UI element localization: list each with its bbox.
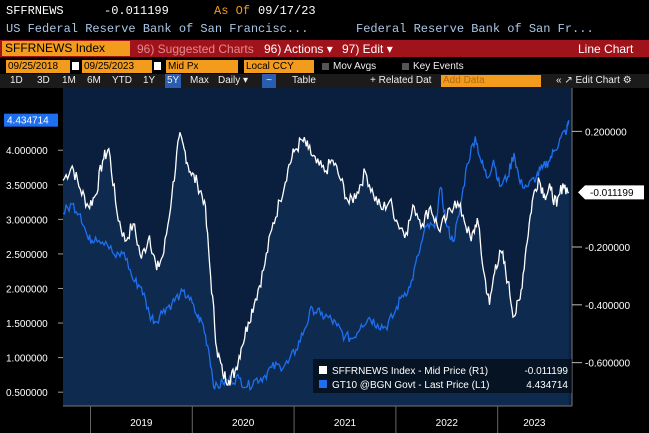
legend-label-gt10: GT10 @BGN Govt - Last Price (L1) — [332, 380, 489, 391]
right-tick-label: 0.200000 — [585, 127, 627, 138]
related-data-button[interactable]: + Related Dat — [370, 75, 432, 86]
edit-chart-button[interactable]: « ↗ Edit Chart ⚙ — [556, 75, 632, 86]
sffrnews-line — [62, 132, 570, 386]
as-of-date: 09/17/23 — [258, 4, 316, 18]
table-button[interactable]: Table — [292, 75, 316, 86]
period-5y[interactable]: 5Y — [165, 74, 182, 88]
calendar-icon[interactable] — [154, 62, 161, 70]
x-tick-label: 2022 — [436, 418, 459, 429]
x-tick-label: 2019 — [130, 418, 153, 429]
sffrnews-last-value: -0.011199 — [590, 188, 634, 199]
legend-value-sffrnews: -0.011199 — [524, 366, 568, 377]
right-tick-label: -0.200000 — [585, 243, 630, 254]
end-date-field[interactable]: 09/25/2023 — [82, 60, 152, 73]
legend-swatch-sffrnews — [319, 366, 327, 374]
currency-select[interactable]: Local CCY — [244, 60, 314, 73]
frequency-select[interactable]: Daily ▾ — [218, 75, 249, 86]
security-field[interactable]: SFFRNEWS Index — [2, 41, 130, 56]
actions-menu[interactable]: 96) Actions ▾ — [264, 42, 333, 56]
right-tick-label: -0.400000 — [585, 301, 630, 312]
gt10-last-tag: 4.434714 — [4, 113, 58, 127]
period-ytd[interactable]: YTD — [112, 75, 132, 86]
x-tick-label: 2020 — [232, 418, 255, 429]
left-tick-label: 1.000000 — [6, 354, 48, 365]
as-of-label: As Of — [214, 4, 251, 18]
left-tick-label: 0.500000 — [6, 388, 48, 399]
key-events-label: Key Events — [413, 61, 464, 72]
period-max[interactable]: Max — [190, 75, 209, 86]
left-tick-label: 2.000000 — [6, 284, 48, 295]
last-value: -0.011199 — [104, 4, 169, 18]
left-tick-label: 1.500000 — [6, 319, 48, 330]
chart-type-label: Line Chart — [578, 42, 634, 56]
sffrnews-last-tag: -0.011199 — [578, 185, 644, 200]
security-description-right: Federal Reserve Bank of San Fr... — [356, 22, 594, 36]
left-tick-label: 3.500000 — [6, 181, 48, 192]
security-description-left: US Federal Reserve Bank of San Francisc.… — [6, 22, 309, 36]
period-1m[interactable]: 1M — [62, 75, 76, 86]
period-1y[interactable]: 1Y — [143, 75, 156, 86]
mov-avgs-checkbox[interactable] — [322, 63, 329, 70]
period-1d[interactable]: 1D — [10, 75, 23, 86]
price-field-select[interactable]: Mid Px — [166, 60, 238, 73]
left-tick-label: 4.000000 — [6, 146, 48, 157]
x-tick-label: 2023 — [523, 418, 546, 429]
description-row: US Federal Reserve Bank of San Francisc.… — [0, 20, 649, 38]
period-3d[interactable]: 3D — [37, 75, 50, 86]
legend: SFFRNEWS Index - Mid Price (R1) -0.01119… — [313, 359, 572, 393]
left-tick-label: 3.000000 — [6, 215, 48, 226]
start-date-field[interactable]: 09/25/2018 — [6, 60, 70, 73]
period-row: 1D 3D 1M 6M YTD 1Y 5Y Max Daily ▾ ~ Tabl… — [0, 74, 649, 88]
key-events-checkbox[interactable] — [402, 63, 409, 70]
line-chart[interactable]: 4.000000 3.500000 3.000000 2.500000 2.000000… — [0, 88, 649, 433]
suggested-charts-menu[interactable]: 96) Suggested Charts — [137, 42, 254, 56]
title-bar: SFFRNEWS Index 96) Suggested Charts 96) … — [0, 40, 649, 57]
period-6m[interactable]: 6M — [87, 75, 101, 86]
legend-swatch-gt10 — [319, 380, 327, 388]
gt10-line — [62, 119, 570, 392]
add-data-input[interactable]: Add Data — [441, 75, 541, 87]
x-tick-label: 2021 — [334, 418, 357, 429]
left-axis: 4.000000 3.500000 3.000000 2.500000 2.000000… — [6, 146, 63, 399]
sffrnews-area — [63, 132, 569, 407]
x-axis: 2019 2020 2021 2022 2023 — [89, 406, 546, 433]
legend-value-gt10: 4.434714 — [526, 380, 568, 391]
mov-avgs-label: Mov Avgs — [333, 61, 377, 72]
left-tick-label: 2.500000 — [6, 250, 48, 261]
gt10-last-value: 4.434714 — [7, 116, 49, 127]
edit-menu[interactable]: 97) Edit ▾ — [342, 42, 393, 56]
ticker-code: SFFRNEWS — [6, 4, 64, 18]
right-tick-label: -0.600000 — [585, 359, 630, 370]
line-style-icon[interactable]: ~ — [262, 74, 276, 88]
header-row: SFFRNEWS -0.011199 As Of 09/17/23 — [0, 0, 649, 20]
controls-row: 09/25/2018 09/25/2023 Mid Px Local CCY M… — [0, 60, 649, 73]
right-axis: 0.200000 -0.200000 -0.400000 -0.600000 — [572, 127, 630, 370]
calendar-icon[interactable] — [72, 62, 79, 70]
legend-label-sffrnews: SFFRNEWS Index - Mid Price (R1) — [332, 366, 488, 377]
